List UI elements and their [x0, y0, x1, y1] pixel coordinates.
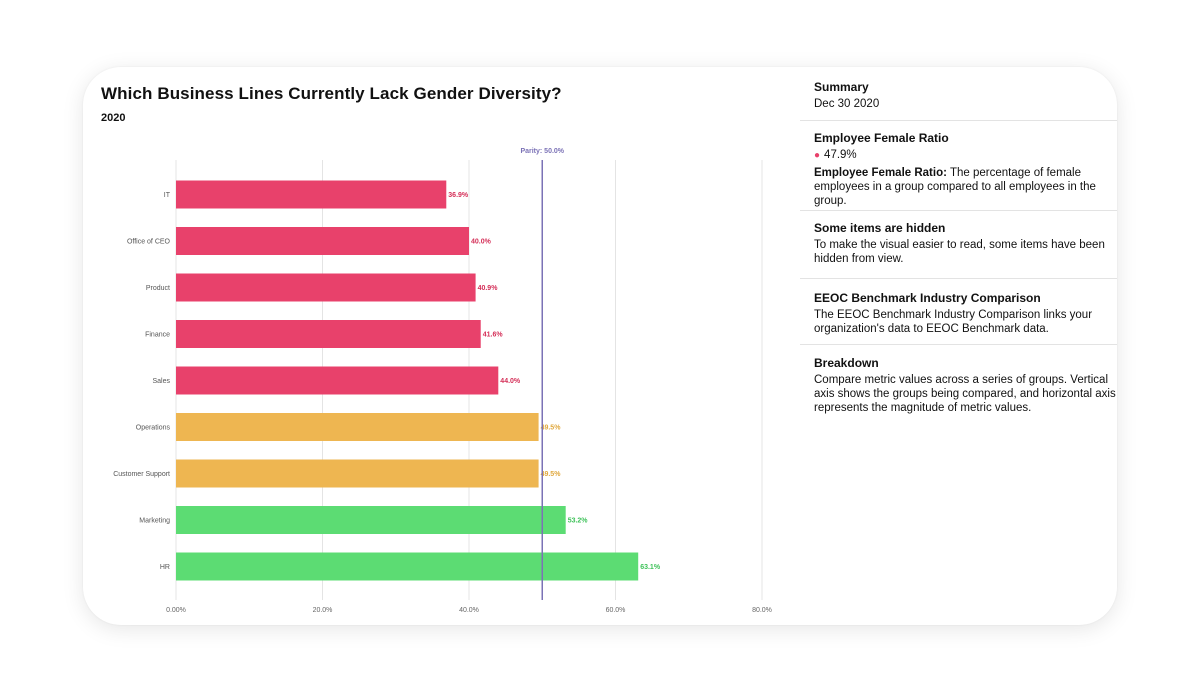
bar [176, 552, 639, 581]
y-tick-label: Sales [152, 378, 170, 385]
bar [176, 506, 566, 534]
breakdown-heading: Breakdown [814, 356, 879, 370]
data-label: 49.5% [541, 471, 562, 478]
data-label: 44.0% [500, 378, 521, 385]
parity-label: Parity: 50.0% [520, 148, 564, 155]
chart-subtitle: 2020 [101, 112, 126, 124]
x-tick-label: 80.0% [752, 607, 772, 614]
y-tick-label: Office of CEO [127, 239, 171, 246]
summary-date: Dec 30 2020 [814, 98, 880, 110]
metric-value: 47.9% [824, 149, 857, 161]
y-tick-label: Operations [136, 425, 171, 432]
metric-value-row: ● 47.9% [814, 148, 1117, 163]
breakdown-text: Compare metric values across a series of… [814, 374, 1116, 414]
x-tick-label: 0.00% [166, 607, 186, 614]
summary-section: Summary Dec 30 2020 [800, 80, 1117, 121]
metric-definition-text: The percentage of female employees in a … [814, 167, 1096, 207]
y-tick-label: Finance [145, 332, 170, 339]
eeoc-text: The EEOC Benchmark Industry Comparison l… [814, 309, 1093, 335]
y-tick-label: Product [146, 285, 170, 292]
metric-heading: Employee Female Ratio [814, 131, 949, 145]
data-label: 40.0% [471, 239, 492, 246]
data-label: 53.2% [568, 518, 589, 525]
hidden-items-text: To make the visual easier to read, some … [814, 239, 1105, 265]
data-label: 40.9% [478, 285, 499, 292]
bar [176, 180, 447, 209]
bar [176, 320, 481, 348]
data-label: 36.9% [448, 192, 469, 199]
x-tick-label: 20.0% [313, 607, 333, 614]
info-sidebar: Summary Dec 30 2020 Employee Female Rati… [800, 80, 1117, 423]
y-tick-label: HR [160, 564, 170, 571]
bar [176, 413, 539, 441]
bar [176, 273, 476, 302]
eeoc-heading: EEOC Benchmark Industry Comparison [814, 291, 1041, 305]
summary-heading: Summary [814, 80, 869, 94]
y-tick-label: IT [164, 192, 171, 199]
y-tick-label: Marketing [139, 518, 170, 525]
y-tick-label: Customer Support [113, 471, 170, 478]
chart-title: Which Business Lines Currently Lack Gend… [101, 84, 562, 103]
hidden-items-heading: Some items are hidden [814, 221, 946, 235]
breakdown-section: Breakdown Compare metric values across a… [800, 345, 1117, 423]
bar [176, 227, 469, 255]
data-label: 63.1% [640, 564, 661, 571]
x-tick-label: 40.0% [459, 607, 479, 614]
hidden-items-section: Some items are hidden To make the visual… [800, 211, 1117, 279]
metric-dot-icon: ● [814, 150, 821, 161]
metric-definition: Employee Female Ratio: The percentage of… [814, 166, 1117, 208]
data-label: 41.6% [483, 332, 504, 339]
bar [176, 459, 539, 488]
metric-definition-term: Employee Female Ratio: [814, 167, 947, 179]
bar [176, 366, 499, 395]
x-tick-label: 60.0% [606, 607, 626, 614]
data-label: 49.5% [541, 425, 562, 432]
metric-section: Employee Female Ratio ● 47.9% Employee Fe… [800, 121, 1117, 211]
eeoc-section: EEOC Benchmark Industry Comparison The E… [800, 279, 1117, 345]
